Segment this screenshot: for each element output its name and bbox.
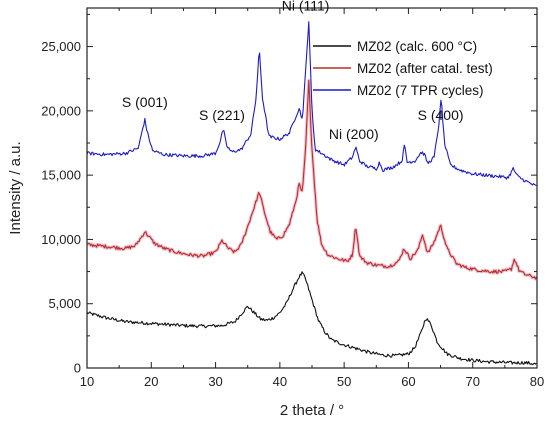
series-line bbox=[86, 79, 537, 280]
y-tick-label: 25,000 bbox=[41, 39, 81, 54]
ticks-layer bbox=[86, 8, 538, 369]
series-line bbox=[86, 271, 537, 366]
x-tick-label: 20 bbox=[144, 374, 158, 389]
legend-label: MZ02 (7 TPR cycles) bbox=[357, 83, 484, 98]
tick-labels-layer: 10 20 30 40 50 60 70 80 0 5,000 10,000 15,000 20,000… bbox=[41, 39, 544, 389]
x-tick-label: 50 bbox=[337, 374, 351, 389]
y-tick-label: 20,000 bbox=[41, 103, 81, 118]
series-layer bbox=[86, 21, 538, 366]
peak-annotation: Ni (200) bbox=[329, 126, 379, 142]
y-tick-label: 10,000 bbox=[41, 232, 81, 247]
y-tick-label: 15,000 bbox=[41, 168, 81, 183]
x-tick-label: 80 bbox=[530, 374, 544, 389]
y-tick-label: 0 bbox=[74, 361, 81, 376]
legend: MZ02 (calc. 600 °C) MZ02 (after catal. te… bbox=[313, 39, 493, 98]
peak-annotation: Ni (111) bbox=[282, 0, 330, 14]
peak-annotation: S (221) bbox=[199, 107, 245, 123]
x-tick-label: 60 bbox=[401, 374, 415, 389]
x-tick-label: 40 bbox=[273, 374, 287, 389]
x-tick-label: 10 bbox=[80, 374, 94, 389]
legend-label: MZ02 (calc. 600 °C) bbox=[357, 39, 477, 54]
peak-annotation: S (400) bbox=[418, 107, 464, 123]
series-line bbox=[86, 21, 537, 186]
y-axis-title: Intensity / a.u. bbox=[7, 141, 24, 234]
y-tick-label: 5,000 bbox=[48, 296, 81, 311]
x-axis-title: 2 theta / ° bbox=[280, 402, 344, 419]
x-tick-label: 70 bbox=[465, 374, 479, 389]
peak-annotation: S (001) bbox=[122, 94, 168, 110]
annotations-layer: S (001) S (221) Ni (111) Ni (200) S (400) bbox=[122, 0, 464, 142]
legend-label: MZ02 (after catal. test) bbox=[357, 61, 493, 76]
x-tick-label: 30 bbox=[208, 374, 222, 389]
